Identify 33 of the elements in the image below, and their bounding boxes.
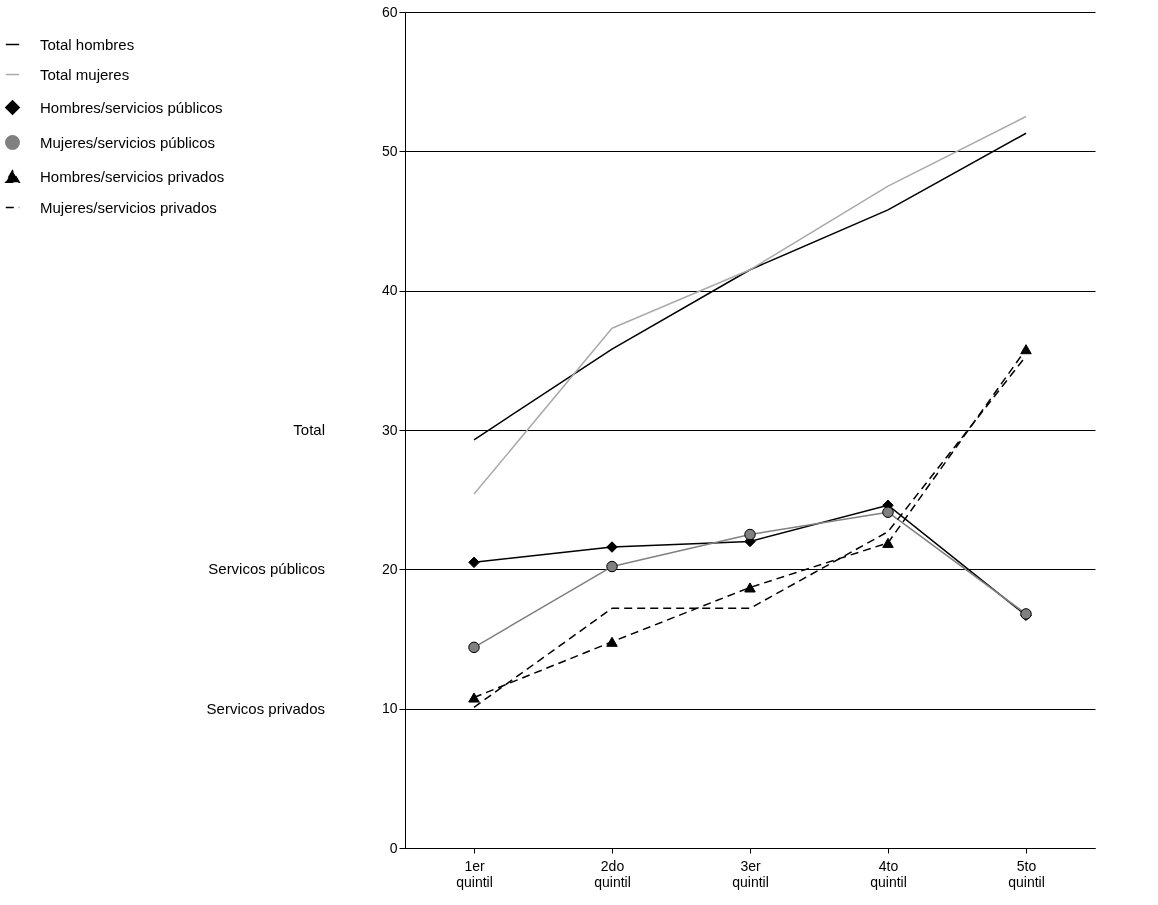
y-tick-label: 10 — [381, 700, 398, 717]
legend-label: Total hombres — [40, 35, 135, 53]
point — [882, 537, 894, 548]
legend-label: Total mujeres — [40, 65, 130, 83]
point — [606, 560, 618, 573]
y-tick-label: 40 — [381, 282, 398, 299]
point — [744, 528, 756, 541]
legend-label: Hombres/servicios privados — [40, 167, 225, 185]
text: Total — [293, 421, 325, 438]
y-tick-label: 60 — [381, 3, 398, 20]
text: Servicos privados — [206, 699, 325, 717]
text: Servicos públicos — [208, 560, 325, 578]
point — [606, 541, 618, 553]
x-tick-label: 1er quintil — [456, 857, 493, 890]
point — [882, 506, 894, 518]
point — [1020, 344, 1032, 355]
line-series — [473, 115, 1027, 495]
point — [468, 692, 480, 703]
x-tick-label: 2do quintil — [594, 857, 631, 890]
x-tick-label: 3er quintil — [732, 857, 769, 890]
x-tick-label: 4to quintil — [870, 857, 907, 890]
y-tick-label: 30 — [381, 421, 398, 438]
point — [606, 636, 618, 647]
y-tick-label: 20 — [381, 560, 398, 577]
legend-label: Mujeres/servicios privados — [40, 198, 217, 216]
legend-label: Hombres/servicios públicos — [40, 98, 223, 116]
x-tick-label: 5to quintil — [1008, 857, 1045, 890]
point — [468, 641, 480, 654]
point — [744, 582, 756, 593]
y-tick-label: 0 — [389, 839, 398, 856]
point — [468, 556, 480, 569]
legend-label: Mujeres/servicios públicos — [40, 133, 216, 151]
y-tick-label: 50 — [381, 142, 398, 159]
